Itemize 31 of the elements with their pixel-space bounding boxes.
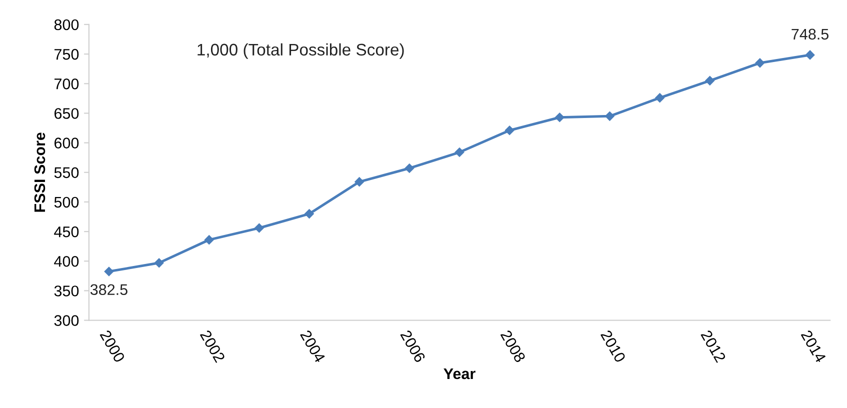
y-tick-label: 650 [54, 108, 79, 119]
point [755, 58, 765, 68]
data-label: 382.5 [90, 284, 128, 296]
annotation: 1,000 (Total Possible Score) [198, 43, 404, 59]
y-tick-label: 300 [54, 315, 79, 326]
point [154, 258, 164, 268]
y-tick-label: 400 [54, 256, 79, 267]
point [304, 209, 314, 218]
point [705, 76, 714, 86]
y-tick-label: 700 [54, 78, 79, 90]
y-axis-title: FSSI Score [34, 132, 46, 212]
y-tick-label: 500 [54, 196, 79, 208]
y-tick-label: 450 [54, 226, 79, 238]
x-axis-title: Year [444, 368, 476, 380]
y-tick-label: 350 [54, 286, 79, 296]
point [805, 50, 815, 60]
y-tick-label: 600 [54, 138, 79, 148]
point [254, 223, 264, 233]
y-tick-label: 750 [54, 48, 79, 60]
point [655, 93, 664, 102]
point [555, 112, 564, 122]
point [404, 164, 414, 173]
y-tick-label: 550 [54, 167, 79, 178]
point [354, 177, 364, 186]
data-label: 748.5 [792, 28, 829, 40]
y-tick-label: 800 [54, 19, 79, 30]
point [204, 235, 214, 244]
point [504, 126, 514, 135]
point [454, 148, 464, 157]
point [104, 266, 114, 276]
point [605, 112, 614, 121]
